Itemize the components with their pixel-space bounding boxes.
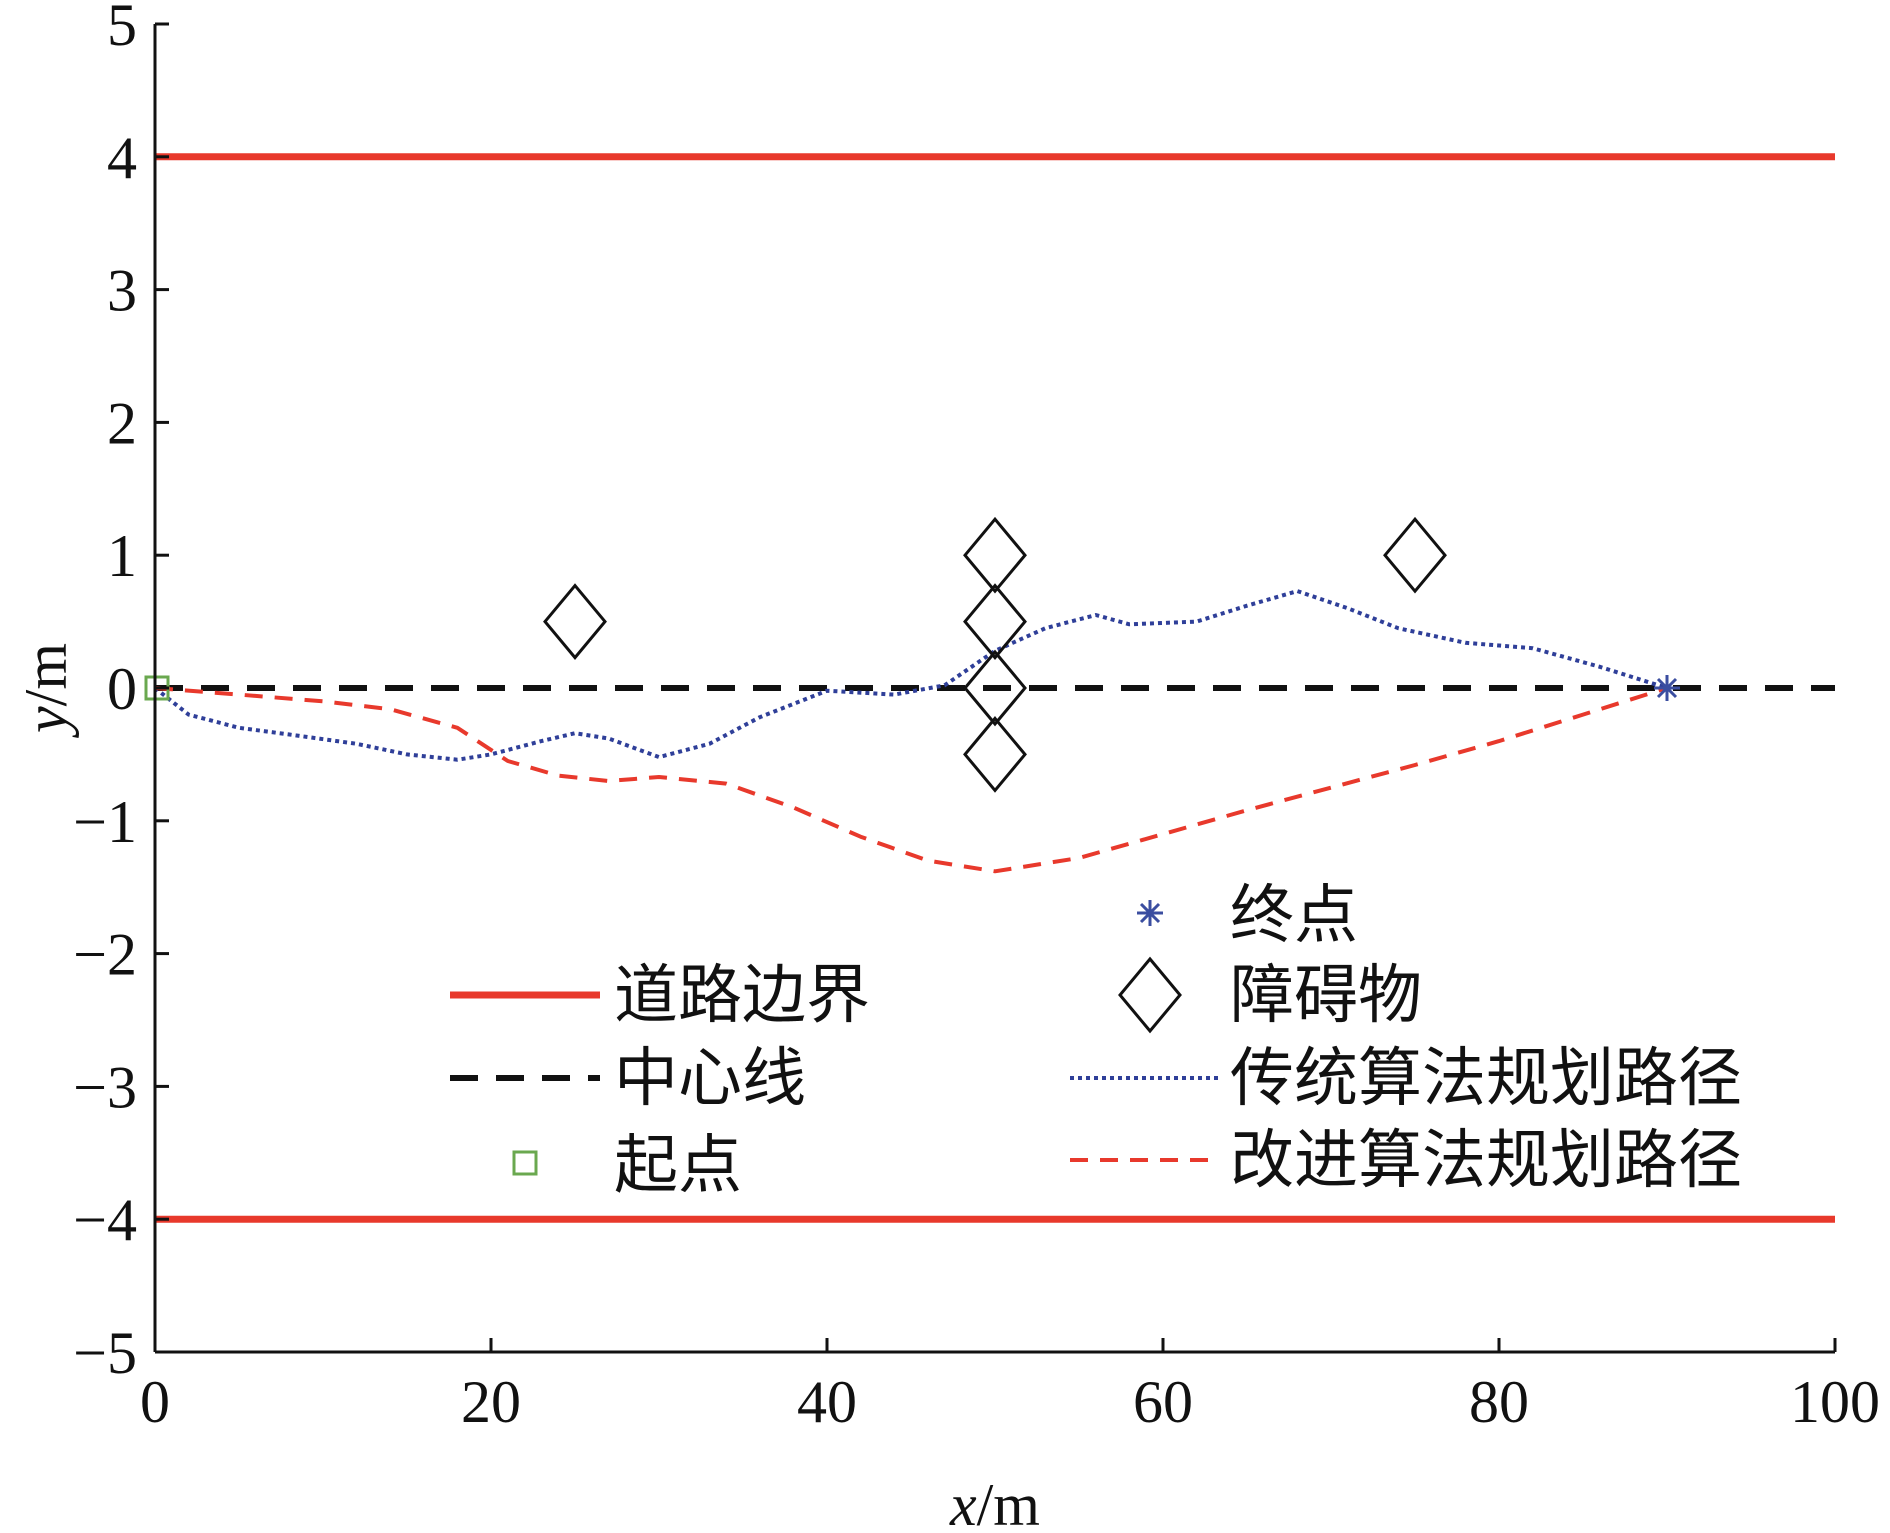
- x-tick-label: 60: [1133, 1369, 1193, 1435]
- y-tick-label: −3: [73, 1054, 137, 1120]
- legend-label: 起点: [614, 1129, 742, 1203]
- legend-label: 传统算法规划路径: [1230, 1042, 1742, 1116]
- y-tick-label: −1: [73, 789, 137, 855]
- x-axis-label-var: x: [949, 1472, 977, 1533]
- x-axis-label: x/m: [949, 1472, 1040, 1533]
- y-tick-label: −4: [73, 1187, 137, 1253]
- legend-item-obstacle: 障碍物: [1118, 956, 1422, 1034]
- legend-label: 改进算法规划路径: [1230, 1124, 1742, 1198]
- legend-item-end: 终点: [1137, 879, 1358, 953]
- y-tick-label: 3: [107, 258, 137, 324]
- obstacle-marker: [963, 516, 1027, 594]
- y-tick-label: 0: [107, 656, 137, 722]
- y-tick-label: 1: [107, 523, 137, 589]
- legend-label: 障碍物: [1230, 959, 1422, 1033]
- improved-path-line: [154, 686, 1668, 874]
- x-tick-label: 40: [797, 1369, 857, 1435]
- obstacle-marker: [543, 583, 607, 660]
- x-tick-label: 80: [1469, 1369, 1529, 1435]
- y-tick-label: 2: [107, 390, 137, 456]
- y-tick-label: −2: [73, 922, 137, 988]
- x-axis-label-unit: /m: [977, 1472, 1040, 1533]
- legend-item-boundary: 道路边界: [450, 959, 870, 1033]
- x-tick-label: 100: [1790, 1369, 1880, 1435]
- legend-item-start: 起点: [512, 1129, 742, 1203]
- y-axis-label-unit: /m: [13, 643, 79, 706]
- y-tick-label: −5: [73, 1320, 137, 1386]
- series-layer: [153, 153, 1835, 1223]
- asterisk-stroke: [1139, 902, 1161, 924]
- y-axis-label: y/m: [13, 643, 79, 739]
- x-tick-label: 0: [140, 1369, 170, 1435]
- legend-item-centerline: 中心线: [450, 1042, 806, 1116]
- legend-item-improved: 改进算法规划路径: [1070, 1124, 1742, 1198]
- legend-swatch: [512, 1150, 538, 1176]
- obstacle-marker: [963, 649, 1027, 727]
- y-axis-label-var: y: [13, 706, 79, 739]
- asterisk-stroke: [1656, 677, 1678, 699]
- obstacle-marker: [963, 716, 1027, 793]
- traditional-path-line: [153, 589, 1668, 762]
- legend-label: 终点: [1230, 879, 1358, 953]
- legend-swatch: [1118, 956, 1182, 1034]
- legend-item-traditional: 传统算法规划路径: [1070, 1042, 1742, 1116]
- legend-swatch: [1137, 900, 1163, 926]
- x-tick-label: 20: [461, 1369, 521, 1435]
- obstacle-marker: [963, 583, 1027, 660]
- end-marker: [1654, 675, 1680, 701]
- y-tick-label: 5: [107, 0, 137, 58]
- legend-label: 中心线: [614, 1042, 806, 1116]
- obstacle-marker: [1383, 516, 1447, 594]
- legend-label: 道路边界: [614, 959, 870, 1033]
- y-tick-label: 4: [107, 125, 137, 191]
